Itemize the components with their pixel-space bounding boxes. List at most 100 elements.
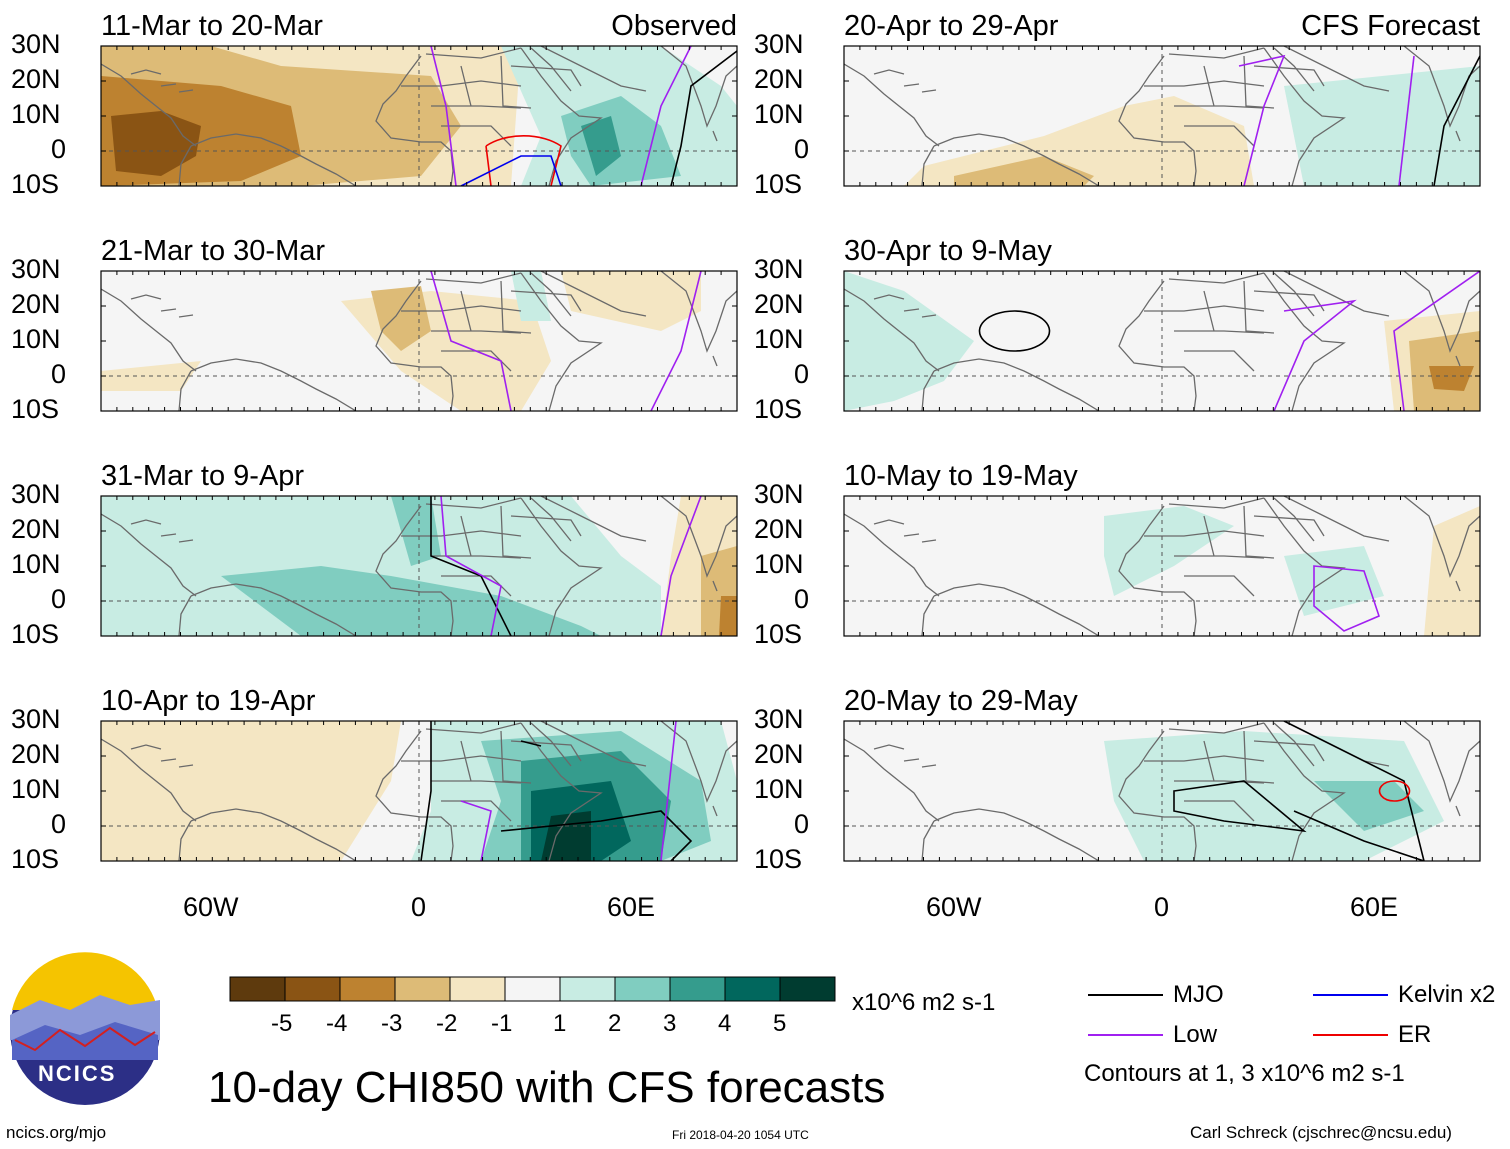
map-panel: [843, 495, 1481, 637]
lon-tick-label: 60W: [926, 892, 982, 922]
colorbar-swatch: [449, 976, 506, 1002]
shading-region: [1104, 731, 1444, 861]
lat-tick-label: 10S: [11, 169, 60, 199]
map-panel: [100, 45, 738, 187]
lon-tick-label: 0: [1154, 892, 1170, 922]
lat-tick-label: 30N: [11, 704, 61, 734]
colorbar-tick-label: 1: [553, 1010, 567, 1037]
ncics-logo: [10, 952, 160, 1105]
lat-tick-label: 0: [794, 809, 810, 839]
colorbar-tick-label: -4: [326, 1010, 348, 1037]
lat-tick-label: 10S: [754, 844, 803, 874]
colorbar-swatch: [284, 976, 341, 1002]
lat-tick-label: 10N: [754, 774, 804, 804]
contour-line: [460, 155, 562, 186]
contour-line: [430, 496, 512, 636]
map-panel: [843, 45, 1481, 187]
lon-tick-label: 60E: [1350, 892, 1399, 922]
lon-tick-label: 0: [411, 892, 427, 922]
shading-region: [1284, 66, 1480, 186]
shading-region: [1314, 781, 1424, 831]
contour-line: [660, 496, 702, 636]
contour-line: [460, 800, 492, 861]
footer-center: Fri 2018-04-20 1054 UTC: [672, 1128, 809, 1142]
colorbar-tick-label: -1: [491, 1010, 513, 1037]
lat-tick-label: 10S: [754, 619, 803, 649]
lat-tick-label: 0: [51, 359, 67, 389]
lat-tick-label: 10N: [11, 774, 61, 804]
panel-title: 20-Apr to 29-Apr: [844, 10, 1059, 42]
panel-title: 30-Apr to 9-May: [844, 235, 1052, 267]
contour-line: [650, 271, 702, 411]
shading-region: [111, 111, 201, 176]
logo-text: NCICS: [38, 1061, 117, 1086]
lat-tick-label: 30N: [754, 254, 804, 284]
contour-line: [430, 271, 512, 411]
figure-title: 10-day CHI850 with CFS forecasts: [208, 1063, 886, 1112]
legend-label: ER: [1398, 1021, 1432, 1048]
colorbar-tick-label: -3: [381, 1010, 403, 1037]
legend-label: Kelvin x2: [1398, 981, 1496, 1008]
lat-tick-label: 20N: [754, 64, 804, 94]
colorbar-swatch: [229, 976, 286, 1002]
contour-line: [500, 810, 693, 861]
lat-tick-label: 0: [794, 359, 810, 389]
contour-line: [420, 721, 432, 861]
colorbar-units: x10^6 m2 s-1: [852, 989, 996, 1016]
contour-line: [1313, 565, 1380, 632]
lat-tick-label: 10N: [754, 99, 804, 129]
lat-tick-label: 30N: [754, 479, 804, 509]
contour-line: [670, 50, 737, 186]
footer-right: Carl Schreck (cjschrec@ncsu.edu): [1190, 1123, 1452, 1142]
colorbar-tick-label: -5: [271, 1010, 293, 1037]
lat-tick-label: 30N: [11, 29, 61, 59]
contour-line: [660, 721, 677, 861]
lat-tick-label: 30N: [754, 29, 804, 59]
lat-tick-label: 30N: [754, 704, 804, 734]
contour-note: Contours at 1, 3 x10^6 m2 s-1: [1084, 1060, 1405, 1087]
contour-line: [430, 46, 457, 186]
lat-tick-label: 10N: [11, 324, 61, 354]
contour-line: [1283, 721, 1425, 861]
colorbar-tick-label: 3: [663, 1010, 677, 1037]
shading-region: [371, 286, 431, 351]
shading-region: [904, 96, 1254, 186]
panel-tag: CFS Forecast: [1301, 10, 1480, 42]
colorbar-swatch: [504, 976, 561, 1002]
legend-label: MJO: [1173, 981, 1224, 1008]
contour-line: [1433, 55, 1480, 186]
colorbar-tick-label: 2: [608, 1010, 622, 1037]
lat-tick-label: 30N: [11, 254, 61, 284]
colorbar-swatch: [559, 976, 616, 1002]
map-panel: [843, 270, 1481, 412]
colorbar-swatch: [724, 976, 781, 1002]
shading-region: [1104, 506, 1234, 596]
panel-title: 20-May to 29-May: [844, 685, 1078, 717]
contour-line: [1393, 271, 1480, 411]
lat-tick-label: 0: [51, 809, 67, 839]
lat-tick-label: 10S: [11, 394, 60, 424]
shading-region: [561, 271, 701, 331]
contour-line: [485, 135, 562, 186]
lat-tick-label: 10S: [754, 169, 803, 199]
colorbar: [229, 976, 836, 1002]
colorbar-tick-label: 5: [773, 1010, 787, 1037]
contour-line: [978, 310, 1051, 352]
lat-tick-label: 0: [794, 584, 810, 614]
lat-tick-label: 20N: [754, 739, 804, 769]
contour-line: [440, 496, 502, 636]
lat-tick-label: 10S: [754, 394, 803, 424]
lat-tick-label: 20N: [754, 514, 804, 544]
shading-region: [511, 271, 551, 321]
contour-line: [1173, 780, 1307, 833]
panel-tag: Observed: [611, 10, 737, 42]
colorbar-swatch: [614, 976, 671, 1002]
lat-tick-label: 20N: [754, 289, 804, 319]
lon-tick-label: 60W: [183, 892, 239, 922]
contour-line: [640, 46, 692, 186]
shading-region: [391, 496, 441, 566]
map-panel: [100, 495, 738, 637]
lat-tick-label: 10N: [754, 549, 804, 579]
contour-line: [1398, 55, 1415, 186]
